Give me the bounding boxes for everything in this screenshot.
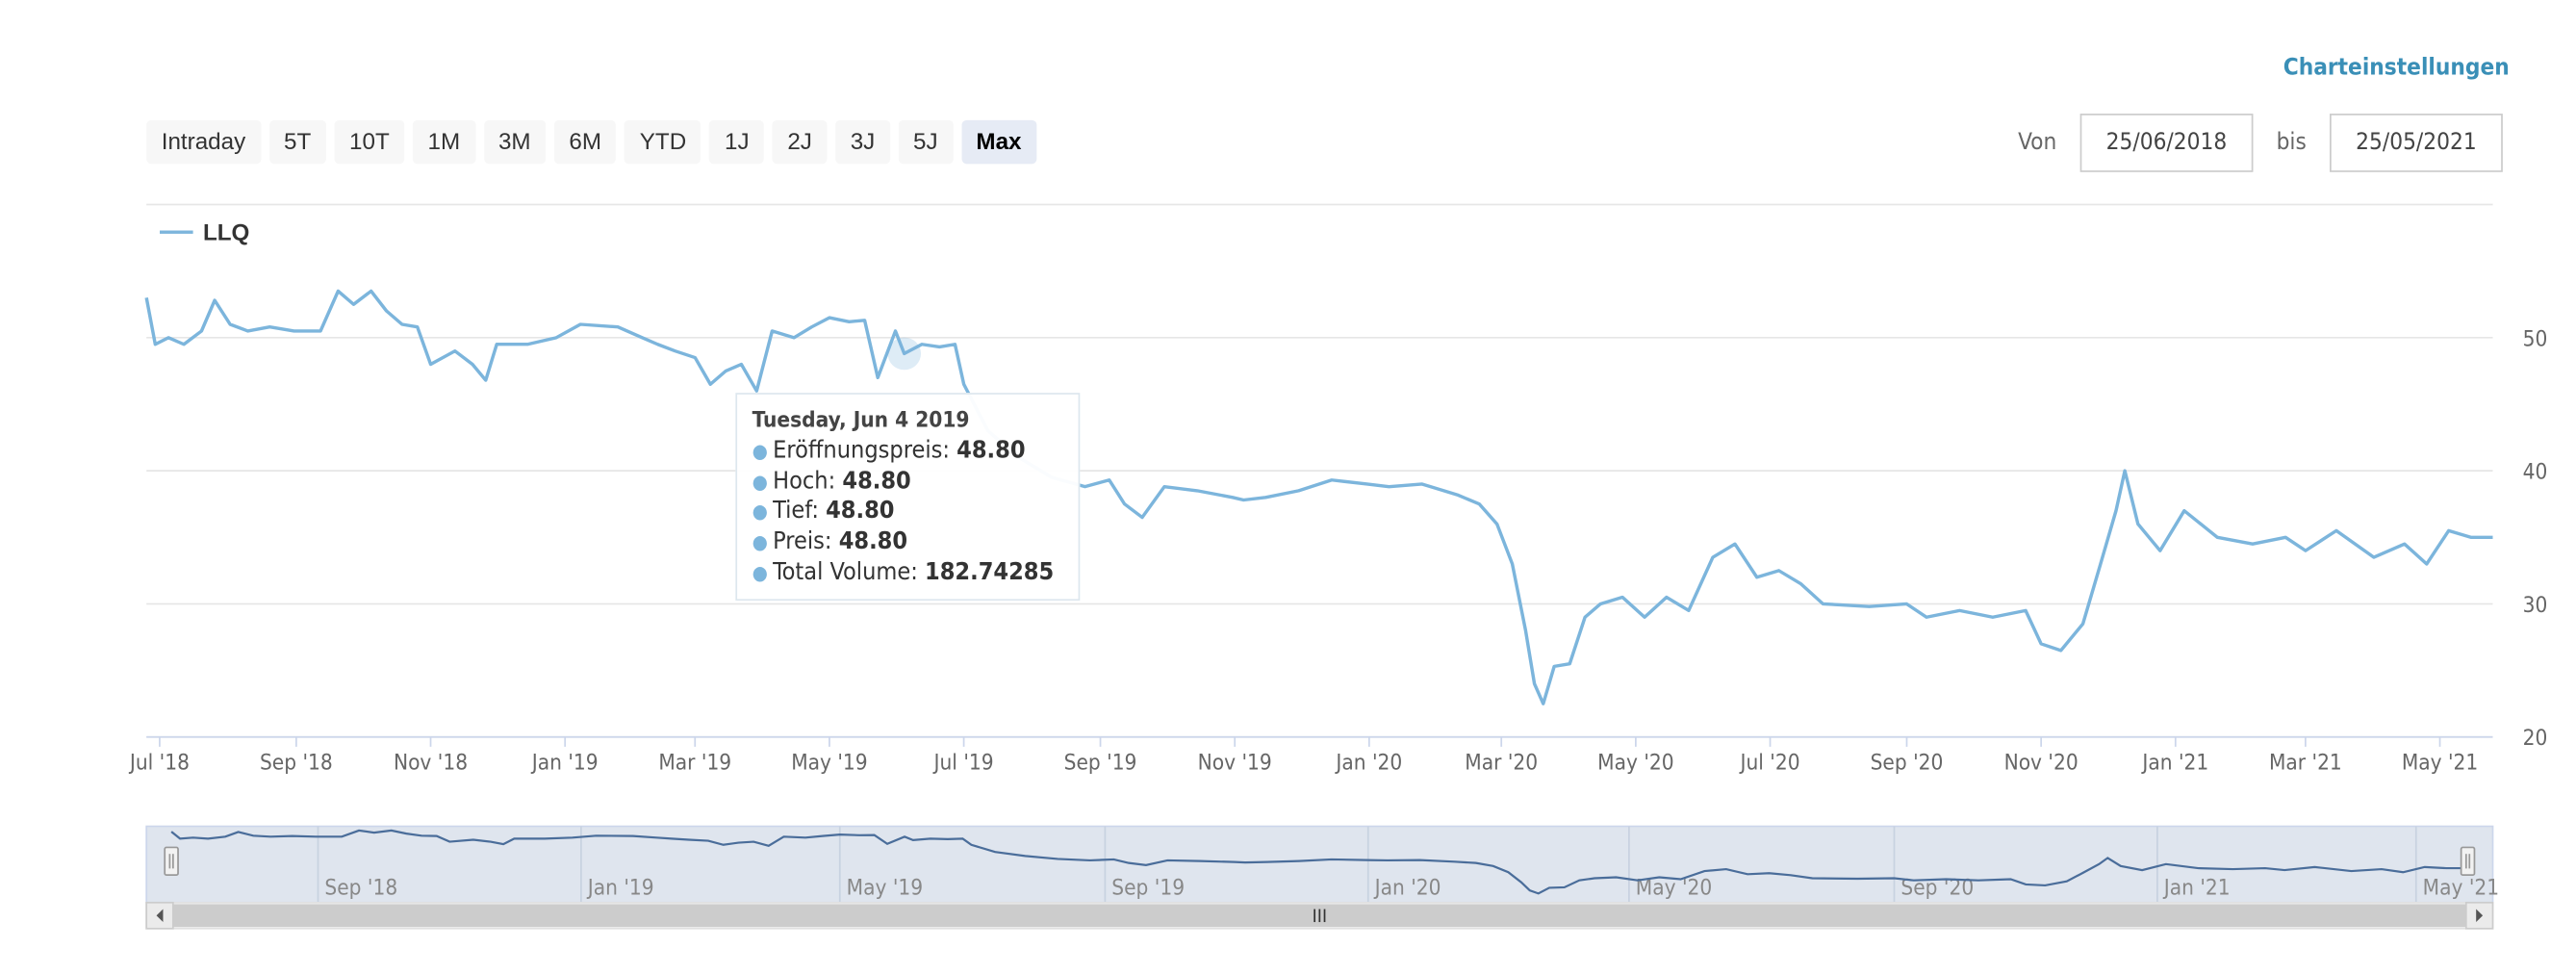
navigator-tick-label: May '21 bbox=[2423, 876, 2499, 901]
x-tick-label: Jan '21 bbox=[2140, 751, 2208, 776]
navigator-tick-label: Jan '21 bbox=[2162, 876, 2231, 901]
x-tick-label: Mar '19 bbox=[658, 751, 731, 776]
legend-item-llq[interactable]: LLQ bbox=[203, 220, 249, 246]
navigator-tick-label: Sep '19 bbox=[1111, 876, 1185, 901]
scrollbar-right-button[interactable] bbox=[2464, 901, 2494, 930]
x-tick-label: Jul '18 bbox=[128, 751, 190, 776]
bullet-icon: ● bbox=[752, 470, 768, 494]
y-tick-label: 20 bbox=[2523, 726, 2548, 751]
tooltip-row-open: ● Eröffnungspreis: 48.80 bbox=[752, 438, 1026, 465]
navigator-series-line bbox=[170, 829, 2468, 895]
x-tick-label: Nov '18 bbox=[394, 751, 468, 776]
navigator-handle-left[interactable] bbox=[164, 846, 179, 876]
x-tick-label: Mar '20 bbox=[1465, 751, 1538, 776]
x-tick-label: Jul '19 bbox=[932, 751, 994, 776]
bullet-icon: ● bbox=[752, 440, 768, 463]
arrow-left-icon bbox=[156, 909, 164, 923]
navigator-handle-right[interactable] bbox=[2460, 846, 2476, 876]
tooltip-date: Tuesday, Jun 4 2019 bbox=[752, 409, 970, 434]
x-tick-label: Nov '20 bbox=[2004, 751, 2079, 776]
range-selector: Intraday 5T 10T 1M 3M 6M YTD 1J 2J 3J 5J… bbox=[146, 119, 1037, 165]
to-date-input[interactable]: 25/05/2021 bbox=[2330, 114, 2503, 172]
range-button-6m[interactable]: 6M bbox=[553, 119, 617, 165]
bullet-icon: ● bbox=[752, 530, 768, 554]
tooltip-row-high: ● Hoch: 48.80 bbox=[752, 468, 911, 495]
range-button-2j[interactable]: 2J bbox=[772, 119, 828, 165]
from-date-input[interactable]: 25/06/2018 bbox=[2079, 114, 2254, 172]
range-button-ytd[interactable]: YTD bbox=[625, 119, 701, 165]
x-tick-label: May '19 bbox=[791, 751, 867, 776]
x-tick-label: Sep '19 bbox=[1064, 751, 1137, 776]
navigator[interactable]: Sep '18 Jan '19 May '19 Sep '19 Jan '20 May '… bbox=[145, 825, 2499, 930]
navigator-tick-label: Jan '19 bbox=[586, 876, 654, 901]
range-button-10t[interactable]: 10T bbox=[334, 119, 405, 165]
navigator-tick-label: May '19 bbox=[847, 876, 923, 901]
tooltip-row-volume: ● Total Volume: 182.74285 bbox=[752, 559, 1055, 586]
range-button-3j[interactable]: 3J bbox=[835, 119, 890, 165]
x-tick-label: Mar '21 bbox=[2269, 751, 2342, 776]
series-line-llq bbox=[144, 289, 2493, 705]
range-button-intraday[interactable]: Intraday bbox=[146, 119, 261, 165]
x-tick-label: Sep '18 bbox=[260, 751, 333, 776]
range-button-5t[interactable]: 5T bbox=[268, 119, 326, 165]
y-tick-label: 40 bbox=[2523, 460, 2548, 485]
x-tick-label: Jan '20 bbox=[1334, 751, 1402, 776]
range-button-1m[interactable]: 1M bbox=[412, 119, 475, 165]
hover-marker-halo bbox=[887, 337, 922, 371]
tooltip: Tuesday, Jun 4 2019 ● Eröffnungspreis: 48… bbox=[735, 393, 1081, 601]
y-tick-label: 50 bbox=[2523, 327, 2548, 352]
bullet-icon: ● bbox=[752, 561, 768, 584]
x-tick-label: Nov '19 bbox=[1198, 751, 1272, 776]
y-tick-label: 30 bbox=[2523, 593, 2548, 618]
x-tick-label: Sep '20 bbox=[1871, 751, 1944, 776]
chart-settings-link[interactable]: Charteinstellungen bbox=[2283, 55, 2510, 82]
x-tick-label: May '20 bbox=[1597, 751, 1673, 776]
range-button-3m[interactable]: 3M bbox=[483, 119, 547, 165]
range-button-max[interactable]: Max bbox=[960, 119, 1037, 165]
x-tick-label: Jul '20 bbox=[1738, 751, 1799, 776]
tooltip-row-low: ● Tief: 48.80 bbox=[752, 499, 895, 525]
navigator-tick-label: Jan '20 bbox=[1373, 876, 1441, 901]
to-label: bis bbox=[2276, 129, 2307, 156]
x-tick-label: May '21 bbox=[2402, 751, 2478, 776]
tooltip-row-price: ● Preis: 48.80 bbox=[752, 529, 908, 556]
navigator-selection[interactable] bbox=[145, 825, 2494, 904]
from-label: Von bbox=[2018, 129, 2057, 156]
bullet-icon: ● bbox=[752, 500, 768, 524]
range-button-1j[interactable]: 1J bbox=[709, 119, 765, 165]
range-button-5j[interactable]: 5J bbox=[898, 119, 954, 165]
navigator-tick-label: Sep '18 bbox=[324, 876, 397, 901]
arrow-right-icon bbox=[2476, 909, 2484, 923]
date-range: Von 25/06/2018 bis 25/05/2021 bbox=[2018, 114, 2503, 172]
x-tick-label: Jan '19 bbox=[530, 751, 599, 776]
